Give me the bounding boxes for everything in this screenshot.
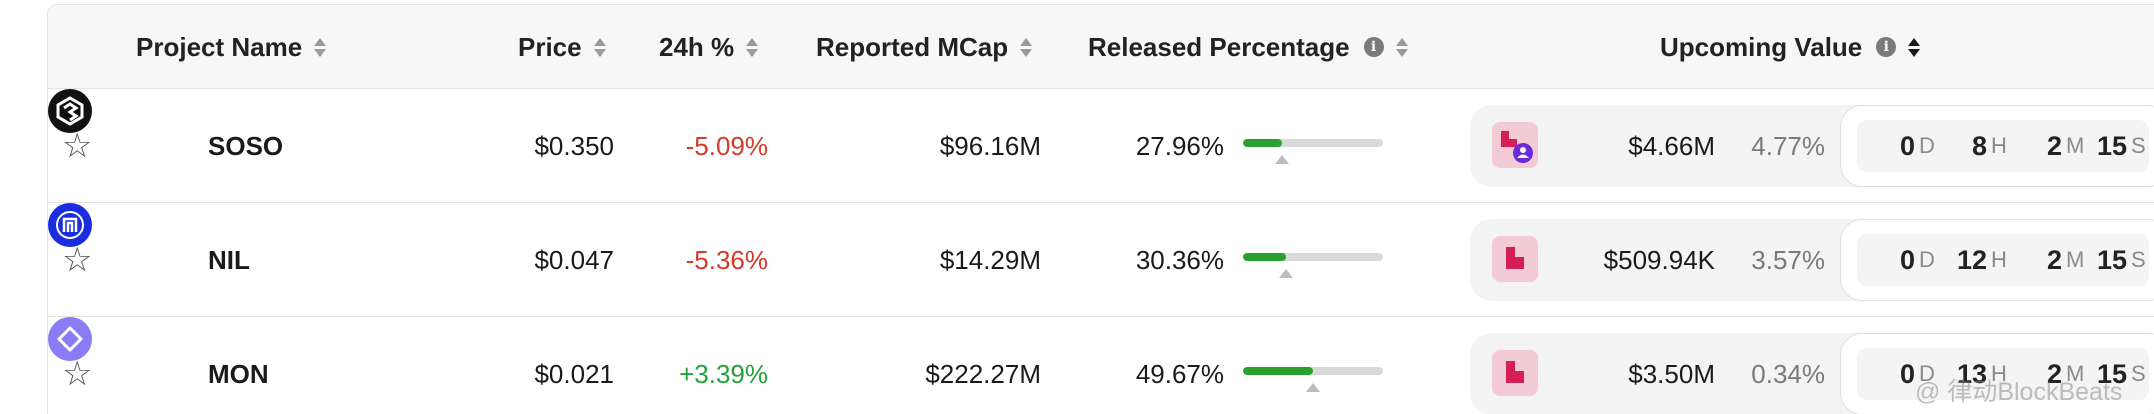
sort-icon[interactable] [314, 37, 327, 57]
reported-mcap: $96.16M [939, 130, 1041, 161]
progress-marker [1278, 269, 1293, 278]
timer-hours-unit: H [1991, 133, 2007, 158]
watermark: @ 律动BlockBeats [1915, 378, 2123, 406]
token-unlock-table: Project Name Price 24h % Reported MCap R… [47, 4, 2154, 414]
timer-days-unit: D [1919, 361, 1935, 386]
mon-logo-icon [48, 317, 92, 361]
unlock-category-icon [1492, 122, 1538, 168]
timer-minutes: 2 [2046, 130, 2062, 161]
timer-seconds: 15 [2096, 244, 2127, 275]
timer-minutes-unit: M [2066, 247, 2085, 272]
soso-logo-icon [48, 89, 92, 133]
timer-minutes-unit: M [2066, 133, 2085, 158]
project-name[interactable]: NIL [208, 244, 250, 275]
header-project-name[interactable]: Project Name [136, 5, 327, 89]
project-name[interactable]: MON [208, 358, 269, 389]
timer-hours-unit: H [1991, 247, 2007, 272]
header-price[interactable]: Price [518, 5, 606, 89]
table-row[interactable]: ☆ SOSO $0.350 -5.09% $96.16M 27.96% $4.6… [48, 89, 2154, 203]
released-progress-bar [1243, 367, 1383, 375]
header-24h-change[interactable]: 24h % [659, 5, 759, 89]
unlock-category-icon [1492, 236, 1538, 282]
nil-logo-icon [48, 203, 92, 247]
upcoming-value: $509.94K [1603, 244, 1715, 275]
released-percentage: 27.96% [1135, 130, 1224, 161]
upcoming-percent: 3.57% [1751, 244, 1825, 275]
countdown-timer: 0 D 12 H 2 M 15 S [1840, 219, 2154, 301]
change-24h: -5.09% [685, 130, 768, 161]
upcoming-value: $3.50M [1628, 358, 1715, 389]
table-header: Project Name Price 24h % Reported MCap R… [48, 5, 2154, 89]
timer-days: 0 [1899, 244, 1915, 275]
upcoming-value: $4.66M [1628, 130, 1715, 161]
reported-mcap: $222.27M [925, 358, 1041, 389]
sort-icon[interactable] [746, 37, 759, 57]
progress-marker [1305, 383, 1320, 392]
progress-marker [1275, 155, 1290, 164]
timer-minutes: 2 [2046, 358, 2062, 389]
unlock-category-icon [1492, 350, 1538, 396]
price: $0.047 [534, 244, 614, 275]
info-icon[interactable]: i [1363, 37, 1384, 57]
table-row[interactable]: ☆ NIL $0.047 -5.36% $14.29M 30.36% $509.… [48, 203, 2154, 317]
timer-hours: 12 [1956, 244, 1987, 275]
timer-hours: 13 [1956, 358, 1987, 389]
timer-days-unit: D [1919, 133, 1935, 158]
header-released-percentage[interactable]: Released Percentage i [1088, 5, 1408, 89]
price: $0.021 [534, 358, 614, 389]
project-name[interactable]: SOSO [208, 130, 284, 161]
upcoming-unlock[interactable]: $509.94K 3.57% 0 D 12 H 2 M 15 S [1470, 219, 2154, 301]
released-progress-bar [1243, 139, 1383, 147]
released-percentage: 30.36% [1135, 244, 1224, 275]
timer-seconds-unit: S [2131, 133, 2146, 158]
released-percentage: 49.67% [1135, 358, 1224, 389]
star-outline-icon[interactable]: ☆ [62, 127, 93, 165]
star-outline-icon[interactable]: ☆ [62, 241, 93, 279]
info-icon[interactable]: i [1876, 37, 1897, 57]
timer-seconds-unit: S [2131, 361, 2146, 386]
upcoming-percent: 4.77% [1751, 130, 1825, 161]
countdown-timer: 0 D 8 H 2 M 15 S [1840, 105, 2154, 187]
sort-icon[interactable] [1020, 37, 1033, 57]
released-progress-bar [1243, 253, 1383, 261]
reported-mcap: $14.29M [939, 244, 1041, 275]
timer-hours: 8 [1971, 130, 1987, 161]
header-reported-mcap[interactable]: Reported MCap [816, 5, 1033, 89]
timer-minutes-unit: M [2066, 361, 2085, 386]
upcoming-unlock[interactable]: $3.50M 0.34% 0 D 13 H 2 M 15 S [1470, 333, 2154, 414]
timer-seconds: 15 [2096, 358, 2127, 389]
timer-seconds-unit: S [2131, 247, 2146, 272]
timer-days: 0 [1899, 130, 1915, 161]
countdown-timer: 0 D 13 H 2 M 15 S [1840, 333, 2154, 414]
sort-icon[interactable] [1908, 37, 1921, 57]
timer-seconds: 15 [2096, 130, 2127, 161]
change-24h: +3.39% [679, 358, 768, 389]
timer-hours-unit: H [1991, 361, 2007, 386]
table-row[interactable]: ☆ MON $0.021 +3.39% $222.27M 49.67% $3.5… [48, 317, 2154, 414]
timer-days-unit: D [1919, 247, 1935, 272]
timer-minutes: 2 [2046, 244, 2062, 275]
sort-icon[interactable] [593, 37, 606, 57]
price: $0.350 [534, 130, 614, 161]
sort-icon[interactable] [1395, 37, 1408, 57]
timer-days: 0 [1899, 358, 1915, 389]
upcoming-unlock[interactable]: $4.66M 4.77% 0 D 8 H 2 M 15 S [1470, 105, 2154, 187]
upcoming-percent: 0.34% [1751, 358, 1825, 389]
change-24h: -5.36% [685, 244, 768, 275]
header-upcoming-value[interactable]: Upcoming Value i [1660, 5, 1921, 89]
star-outline-icon[interactable]: ☆ [62, 355, 93, 393]
